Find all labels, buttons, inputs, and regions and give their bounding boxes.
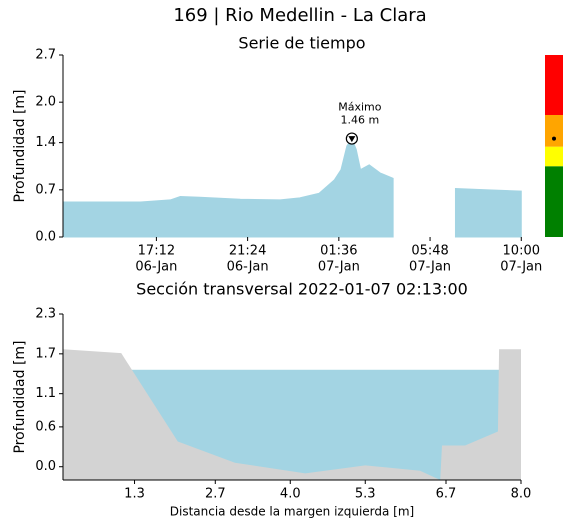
annotation: Máximo	[338, 101, 382, 114]
y-tick-label: 2.0	[35, 95, 56, 110]
x-tick-label: 06-Jan	[135, 260, 177, 275]
chart-title: Sección transversal 2022-01-07 02:13:00	[136, 280, 468, 299]
x-tick-label: 10:00	[503, 244, 540, 259]
x-tick-label: 21:24	[229, 244, 266, 259]
y-tick-label: 0.0	[35, 459, 56, 474]
y-axis-label: Profundidad [m]	[12, 89, 28, 202]
y-tick-label: 0.0	[35, 230, 56, 245]
x-tick-label: 1.3	[124, 487, 145, 502]
alert-band	[545, 114, 563, 147]
alert-band	[545, 166, 563, 237]
x-tick-label: 07-Jan	[409, 260, 451, 275]
y-tick-label: 0.7	[35, 182, 56, 197]
y-tick-label: 1.1	[35, 386, 56, 401]
annotation: 1.46 m	[341, 114, 380, 127]
x-tick-label: 05:48	[411, 244, 448, 259]
x-tick-label: 2.7	[205, 487, 226, 502]
x-tick-label: 07-Jan	[500, 260, 542, 275]
x-tick-label: 17:12	[138, 244, 175, 259]
alert-band	[545, 55, 563, 115]
page-title: 169 | Rio Medellin - La Clara	[173, 5, 426, 26]
x-tick-label: 4.0	[280, 487, 301, 502]
x-tick-label: 06-Jan	[227, 260, 269, 275]
y-tick-label: 0.6	[35, 419, 56, 434]
chart-title: Serie de tiempo	[238, 34, 365, 53]
alert-band	[545, 146, 563, 167]
x-tick-label: 07-Jan	[318, 260, 360, 275]
x-axis-label: Distancia desde la margen izquierda [m]	[170, 505, 414, 519]
y-tick-label: 1.7	[35, 346, 56, 361]
y-tick-label: 2.7	[35, 48, 56, 63]
y-tick-label: 1.4	[35, 135, 56, 150]
alert-marker	[552, 136, 556, 141]
area	[454, 187, 522, 238]
y-tick-label: 2.3	[35, 307, 56, 322]
x-tick-label: 6.7	[436, 487, 457, 502]
ground	[63, 349, 521, 480]
x-tick-label: 01:36	[320, 244, 357, 259]
y-axis-label: Profundidad [m]	[12, 340, 28, 453]
area	[63, 137, 394, 238]
max-marker-triangle	[348, 136, 356, 143]
x-tick-label: 5.3	[355, 487, 376, 502]
x-tick-label: 8.0	[511, 487, 532, 502]
